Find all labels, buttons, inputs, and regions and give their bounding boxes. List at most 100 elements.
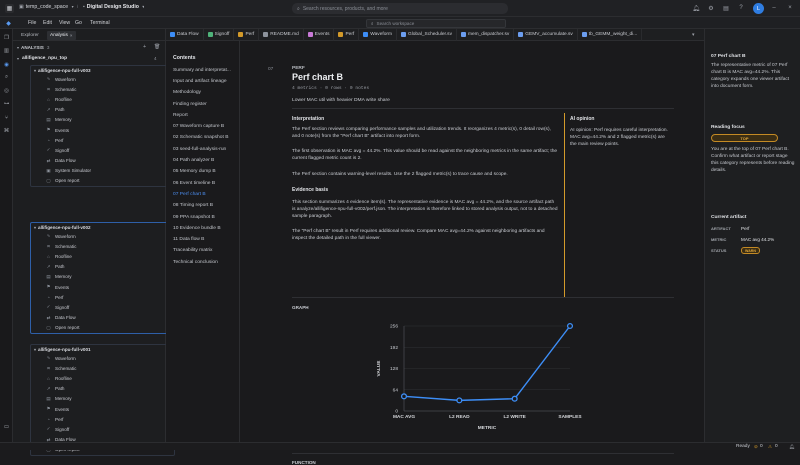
analysis-group-header[interactable]: ▾ allifigence-npu-full-v002 [31, 223, 174, 231]
tab-readme[interactable]: README.md [259, 28, 304, 41]
toc-item[interactable]: 02 Schematic snapshot B [173, 135, 229, 141]
analysis-group-header[interactable]: ▾ allifigence-npu-full-v003 [31, 66, 174, 74]
analysis-item-data-flow[interactable]: ⇄ Data Flow [31, 313, 174, 323]
analysis-root[interactable]: ▾ allifigence_npu_top 4 [17, 54, 162, 63]
tab-tb-gemm-weight[interactable]: tb_GEMM_weight_di... [578, 28, 643, 41]
toc-item[interactable]: 09 PPA snapshot B [173, 214, 215, 220]
analysis-item-data-flow[interactable]: ⇄ Data Flow [31, 156, 174, 166]
tab-signoff[interactable]: Signoff [204, 28, 235, 41]
trash-icon[interactable]: 🗑︎ [154, 44, 161, 50]
analysis-item-events[interactable]: ⚑ Events [31, 282, 174, 292]
tab-analysis[interactable]: Analysis × [47, 30, 76, 40]
menu-terminal[interactable]: Terminal [90, 20, 110, 26]
analysis-item-path[interactable]: ↗ Path [31, 105, 174, 115]
toc-item[interactable]: Technical conclusion [173, 259, 218, 265]
analysis-item-memory[interactable]: ▤ Memory [31, 394, 174, 404]
close-icon[interactable]: × [69, 32, 73, 38]
puzzle-icon[interactable]: ⌘ [3, 127, 10, 134]
toc-item[interactable]: 08 Timing report B [173, 203, 213, 209]
analysis-group[interactable]: ▾ allifigence-npu-full-v001 ∿ Waveform ⌗ Sche… [30, 344, 175, 456]
workspace-search[interactable]: ⌕ Search workspace [366, 18, 506, 28]
layout-icon[interactable]: ▤ [723, 5, 729, 12]
analysis-item-schematic[interactable]: ⌗ Schematic [31, 363, 174, 373]
chevron-down-icon[interactable]: ▾ [17, 45, 20, 50]
analysis-item-roofline[interactable]: ⌂ Roofline [31, 251, 174, 261]
minimize-icon[interactable]: – [772, 5, 776, 11]
analysis-item-open-report[interactable]: ▢ Open report [31, 323, 174, 333]
error-icon[interactable]: ⊘ [754, 443, 758, 449]
notifications-icon[interactable]: 🔔︎ [692, 5, 700, 12]
analysis-item-system-simulator[interactable]: ▣ System Simulator [31, 166, 174, 176]
toc-item[interactable]: 11 Data flow B [173, 237, 205, 243]
toc-item[interactable]: Report [173, 112, 188, 118]
toc-item[interactable]: 07 Perf chart B [173, 191, 206, 197]
toc-item[interactable]: 04 Path analyzer B [173, 158, 215, 164]
search-icon[interactable]: ⌕ [4, 74, 9, 80]
toc-item[interactable]: 07 Waveform capture B [173, 124, 225, 130]
tab-gemv-accumulate[interactable]: GEMV_accumulate.sv [514, 28, 578, 41]
analysis-item-schematic[interactable]: ⌗ Schematic [31, 241, 174, 251]
tab-perf[interactable]: Perf [234, 28, 260, 41]
menu-go[interactable]: Go [75, 20, 82, 26]
analysis-item-signoff[interactable]: ✓ Signoff [31, 424, 174, 434]
circuit-icon[interactable]: ⊶ [3, 100, 10, 107]
warning-icon[interactable]: ⚠ [768, 443, 773, 449]
toc-item[interactable]: 06 Event timeline B [173, 180, 216, 186]
analysis-item-events[interactable]: ⚑ Events [31, 404, 174, 414]
analysis-item-perf[interactable]: ◔ Perf [31, 135, 174, 145]
toc-item[interactable]: Summary and interpretat... [173, 67, 231, 73]
add-icon[interactable]: + [143, 44, 147, 50]
analysis-group-header[interactable]: ▾ allifigence-npu-full-v001 [31, 345, 174, 353]
tabs-overflow-icon[interactable]: ▾ [692, 32, 695, 38]
analysis-item-signoff[interactable]: ✓ Signoff [31, 145, 174, 155]
analysis-item-perf[interactable]: ◔ Perf [31, 414, 174, 424]
analysis-item-open-report[interactable]: ▢ Open report [31, 176, 174, 186]
analysis-item-data-flow[interactable]: ⇄ Data Flow [31, 435, 174, 445]
global-search[interactable]: ⌕ Search resources, products, and more [292, 3, 508, 14]
menu-edit[interactable]: Edit [43, 20, 52, 26]
analysis-item-signoff[interactable]: ✓ Signoff [31, 302, 174, 312]
tab-global-scheduler[interactable]: Global_Scheduler.sv [397, 28, 457, 41]
bell-icon[interactable]: 🔔︎ [789, 443, 795, 449]
analysis-item-roofline[interactable]: ⌂ Roofline [31, 94, 174, 104]
tab-waveform[interactable]: Waveform [359, 28, 397, 41]
analysis-group[interactable]: ▾ allifigence-npu-full-v002 ∿ Waveform ⌗ Sche… [30, 222, 175, 334]
tab-perf[interactable]: Perf [334, 28, 360, 41]
analysis-item-waveform[interactable]: ∿ Waveform [31, 231, 174, 241]
toc-item[interactable]: Input and artifact lineage [173, 78, 227, 84]
tab-events[interactable]: Events [304, 28, 335, 41]
analysis-item-events[interactable]: ⚑ Events [31, 125, 174, 135]
book-icon[interactable]: ▥ [3, 47, 10, 54]
toc-item[interactable]: Traceability matrix [173, 248, 213, 254]
explorer-icon[interactable]: ❐ [4, 34, 9, 41]
analysis-item-roofline[interactable]: ⌂ Roofline [31, 373, 174, 383]
avatar[interactable]: L [753, 3, 764, 14]
analysis-item-path[interactable]: ↗ Path [31, 384, 174, 394]
toc-item[interactable]: Finding register [173, 101, 207, 107]
git-branch-icon[interactable]: ⑂ [4, 114, 9, 121]
analysis-item-path[interactable]: ↗ Path [31, 262, 174, 272]
toc-item[interactable]: 05 Memory dump B [173, 169, 216, 175]
analysis-item-memory[interactable]: ▤ Memory [31, 115, 174, 125]
panel-toggle-icon[interactable]: ▭ [3, 423, 10, 430]
project-selector[interactable]: ▪ Digital Design Studio ▾ [83, 4, 144, 10]
menu-file[interactable]: File [28, 20, 37, 26]
analysis-item-waveform[interactable]: ∿ Waveform [31, 353, 174, 363]
tab-data-flow[interactable]: Data Flow [166, 28, 204, 41]
analysis-item-memory[interactable]: ▤ Memory [31, 272, 174, 282]
settings-icon[interactable]: ⚙ [708, 5, 714, 12]
target-icon[interactable]: ◎ [4, 87, 9, 94]
help-icon[interactable]: ? [739, 5, 743, 11]
toc-item[interactable]: 10 Evidence bundle B [173, 225, 221, 231]
tab-explorer[interactable]: Explorer [21, 32, 39, 38]
analysis-group[interactable]: ▾ allifigence-npu-full-v003 ∿ Waveform ⌗ Sche… [30, 65, 175, 188]
tab-mem-dispatcher[interactable]: mem_dispatcher.sv [457, 28, 515, 41]
toc-item[interactable]: Methodology [173, 90, 202, 96]
workspace-selector[interactable]: ▣ temp_code_space ▾ [19, 4, 74, 10]
close-icon[interactable]: × [788, 5, 792, 11]
menu-view[interactable]: View [59, 20, 71, 26]
analysis-item-perf[interactable]: ◔ Perf [31, 292, 174, 302]
toc-item[interactable]: 03 seed-full-analysis-run [173, 146, 227, 152]
analysis-icon[interactable]: ◉ [4, 61, 9, 68]
analysis-item-schematic[interactable]: ⌗ Schematic [31, 84, 174, 94]
